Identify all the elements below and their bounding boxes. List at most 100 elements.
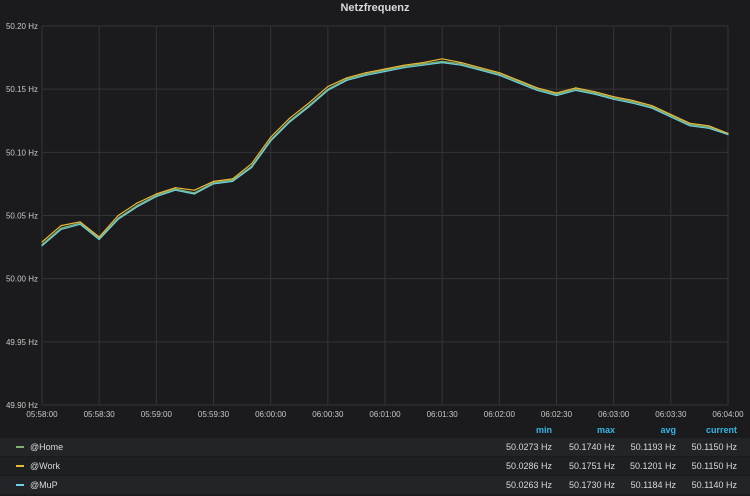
legend-value-min: 50.0273 Hz <box>505 442 552 452</box>
panel-title[interactable]: Netzfrequenz <box>340 2 410 14</box>
legend-row[interactable]: @MuP 50.0263 Hz 50.1730 Hz 50.1184 Hz 50.114… <box>0 476 750 494</box>
data-point <box>155 195 157 198</box>
data-point <box>727 132 729 134</box>
data-point <box>384 70 386 73</box>
data-point <box>251 163 253 165</box>
x-tick-label: 06:01:30 <box>427 410 459 419</box>
y-tick-label: 49.95 Hz <box>6 338 38 347</box>
legend-value-current: 50.1140 Hz <box>691 480 737 490</box>
data-point <box>212 182 215 184</box>
data-point <box>670 116 672 118</box>
legend-header-max[interactable]: max <box>596 425 615 435</box>
legend-swatch[interactable] <box>16 465 24 467</box>
data-point <box>136 206 138 208</box>
data-point <box>594 92 596 94</box>
data-point <box>212 180 215 182</box>
legend-header-avg[interactable]: avg <box>660 425 676 435</box>
x-tick-label: 06:03:00 <box>598 410 630 419</box>
data-point <box>174 187 176 189</box>
x-tick-label: 05:59:30 <box>198 410 230 419</box>
x-tick-label: 05:58:00 <box>26 410 58 419</box>
legend-value-current: 50.1150 Hz <box>691 461 737 471</box>
data-point <box>689 125 691 127</box>
data-point <box>155 194 157 196</box>
data-point <box>60 227 62 229</box>
legend-swatch[interactable] <box>16 446 24 448</box>
data-point <box>365 73 367 75</box>
data-point <box>708 125 710 127</box>
legend-value-min: 50.0263 Hz <box>505 480 552 490</box>
data-point <box>498 73 500 75</box>
data-point <box>212 183 215 185</box>
line-chart[interactable]: 49.90 Hz 49.95 Hz 50.00 Hz 50.05 Hz 50.10 Hz… <box>0 16 750 421</box>
data-point <box>365 72 367 74</box>
data-point <box>155 193 157 195</box>
legend-series-name[interactable]: @Home <box>30 442 64 452</box>
x-tick-label: 06:03:30 <box>655 410 687 419</box>
data-point <box>517 79 519 81</box>
legend-series-name[interactable]: @Work <box>30 461 60 471</box>
data-point <box>460 62 462 64</box>
x-tick-label: 06:01:00 <box>369 410 401 419</box>
data-point <box>727 134 729 136</box>
x-tick-label: 05:59:00 <box>141 410 173 419</box>
legend-header-current[interactable]: current <box>705 425 737 435</box>
x-tick-label: 06:00:00 <box>255 410 287 419</box>
data-point <box>365 74 367 76</box>
data-point <box>98 236 100 238</box>
data-point <box>60 225 62 227</box>
data-point <box>79 223 81 225</box>
legend-row[interactable]: @Home 50.0273 Hz 50.1740 Hz 50.1193 Hz 50.11… <box>0 438 750 456</box>
y-tick-label: 50.10 Hz <box>6 148 38 157</box>
data-point <box>479 67 481 69</box>
data-point <box>517 82 519 84</box>
data-point <box>651 104 653 107</box>
data-point <box>251 166 253 169</box>
data-point <box>174 188 176 190</box>
data-point <box>708 127 710 129</box>
data-point <box>594 93 596 95</box>
legend-value-max: 50.1730 Hz <box>568 480 615 490</box>
data-point <box>460 64 462 66</box>
legend-value-max: 50.1751 Hz <box>568 461 615 471</box>
data-point <box>327 88 329 90</box>
data-point <box>651 107 653 109</box>
data-point <box>117 214 119 217</box>
data-point <box>422 64 424 66</box>
legend-row[interactable]: @Work 50.0286 Hz 50.1751 Hz 50.1201 Hz 50.11… <box>0 457 750 475</box>
data-point <box>574 88 577 90</box>
data-point <box>613 97 615 99</box>
data-point <box>632 102 634 104</box>
data-point <box>136 202 138 204</box>
data-point <box>270 136 272 138</box>
data-point <box>670 113 672 116</box>
data-point <box>422 62 424 64</box>
y-tick-label: 50.00 Hz <box>6 275 38 284</box>
data-point <box>98 238 100 241</box>
data-point <box>41 245 43 247</box>
data-point <box>193 193 196 195</box>
data-point <box>555 92 558 94</box>
data-point <box>346 77 348 79</box>
data-point <box>270 140 272 142</box>
data-point <box>479 69 481 71</box>
data-point <box>193 192 196 194</box>
x-tick-label: 05:58:30 <box>84 410 116 419</box>
data-point <box>79 221 81 223</box>
legend-value-max: 50.1740 Hz <box>568 442 615 452</box>
data-point <box>498 72 500 74</box>
data-point <box>346 79 348 81</box>
legend-value-avg: 50.1184 Hz <box>630 480 676 490</box>
data-point <box>536 88 539 90</box>
data-point <box>231 180 234 182</box>
data-point <box>289 117 291 119</box>
data-point <box>403 67 405 69</box>
legend-swatch[interactable] <box>16 484 24 486</box>
legend-header-min[interactable]: min <box>535 425 552 435</box>
y-tick-label: 49.90 Hz <box>6 401 38 410</box>
data-point <box>403 64 405 66</box>
data-point <box>117 218 119 220</box>
legend-series-name[interactable]: @MuP <box>30 480 58 490</box>
x-tick-label: 06:04:00 <box>712 410 744 419</box>
data-point <box>708 126 710 128</box>
